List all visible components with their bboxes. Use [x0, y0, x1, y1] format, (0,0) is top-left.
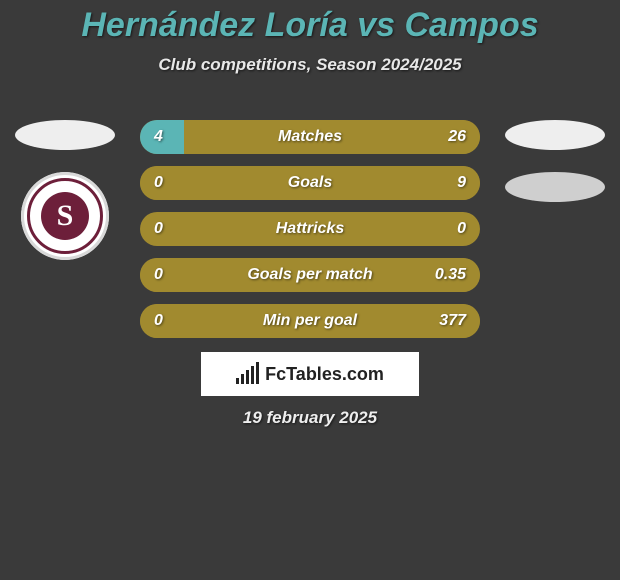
stat-label: Goals per match — [140, 266, 480, 284]
branding-bar — [246, 370, 249, 384]
vs-text: vs — [357, 6, 395, 44]
comparison-date: 19 february 2025 — [0, 408, 620, 428]
player2-club-badge-placeholder — [505, 172, 605, 202]
branding-bar — [251, 366, 254, 384]
badge-letter: S — [41, 192, 89, 240]
stats-comparison-chart: 426Matches 09Goals 00Hattricks 00.35Goals p… — [140, 120, 480, 350]
stat-row: 09Goals — [140, 166, 480, 200]
stat-label: Hattricks — [140, 220, 480, 238]
branding-bars-icon — [236, 364, 259, 384]
stat-row: 0377Min per goal — [140, 304, 480, 338]
player2-name: Campos — [404, 6, 538, 44]
player1-club-badge: S — [21, 172, 109, 260]
right-team-column — [500, 120, 610, 224]
branding-box: FcTables.com — [201, 352, 419, 396]
stat-label: Min per goal — [140, 312, 480, 330]
stat-row: 00Hattricks — [140, 212, 480, 246]
stat-label: Matches — [140, 128, 480, 146]
stat-label: Goals — [140, 174, 480, 192]
player2-photo-placeholder — [505, 120, 605, 150]
branding-bar — [236, 378, 239, 384]
branding-text: FcTables.com — [265, 364, 384, 385]
stat-row: 426Matches — [140, 120, 480, 154]
comparison-title: Hernández Loría vs Campos — [0, 0, 620, 45]
player1-name: Hernández Loría — [81, 6, 347, 44]
stat-row: 00.35Goals per match — [140, 258, 480, 292]
subtitle: Club competitions, Season 2024/2025 — [0, 55, 620, 75]
player1-photo-placeholder — [15, 120, 115, 150]
branding-bar — [256, 362, 259, 384]
branding-bar — [241, 374, 244, 384]
left-team-column: S — [10, 120, 120, 260]
